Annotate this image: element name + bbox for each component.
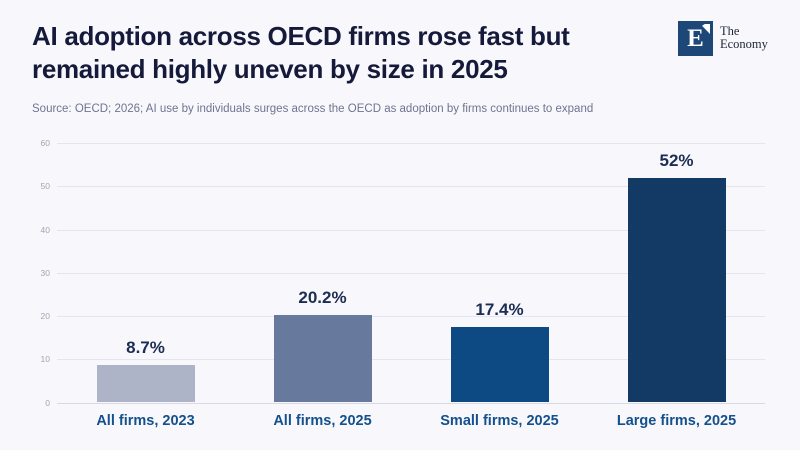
logo-accent-mark-icon bbox=[702, 24, 710, 34]
category-label-0: All firms, 2023 bbox=[96, 412, 195, 429]
gridline-y-0 bbox=[57, 402, 765, 404]
bar-all-firms-2025 bbox=[273, 315, 372, 403]
chart-title: AI adoption across OECD firms rose fast … bbox=[32, 20, 672, 86]
y-axis-tick-40: 40 bbox=[40, 224, 50, 235]
value-label-2: 17.4% bbox=[475, 300, 524, 320]
y-axis-tick-50: 50 bbox=[40, 181, 50, 192]
gridline-y-60 bbox=[57, 143, 765, 144]
value-label-0: 8.7% bbox=[126, 337, 165, 357]
gridline-y-50 bbox=[57, 186, 765, 188]
logo-monogram-square: E bbox=[678, 21, 713, 56]
logo-monogram-letter: E bbox=[687, 25, 704, 52]
logo-wordmark: The Economy bbox=[720, 25, 768, 51]
gridline-y-30 bbox=[57, 272, 765, 274]
value-label-1: 20.2% bbox=[298, 288, 347, 308]
the-economy-logo: E The Economy bbox=[678, 21, 768, 56]
bar-large-firms-2025 bbox=[627, 177, 726, 403]
source-line: Source: OECD; 2026; AI use by individual… bbox=[32, 103, 594, 115]
value-label-3: 52% bbox=[659, 150, 694, 170]
logo-wordmark-line-1: The bbox=[720, 24, 740, 38]
logo-wordmark-line-2: Economy bbox=[720, 37, 768, 51]
bar-all-firms-2023 bbox=[96, 364, 195, 403]
y-axis-tick-20: 20 bbox=[40, 311, 50, 321]
category-label-1: All firms, 2025 bbox=[273, 412, 372, 429]
y-axis-tick-60: 60 bbox=[40, 138, 50, 148]
y-axis-tick-0: 0 bbox=[45, 397, 50, 408]
gridline-y-20 bbox=[57, 316, 765, 317]
chart-title-line-1: AI adoption across OECD firms rose fast … bbox=[32, 21, 570, 51]
gridline-y-40 bbox=[57, 229, 765, 231]
bar-small-firms-2025 bbox=[450, 327, 549, 403]
category-label-3: Large firms, 2025 bbox=[616, 412, 737, 429]
category-label-2: Small firms, 2025 bbox=[440, 412, 559, 429]
chart-title-line-2: remained highly uneven by size in 2025 bbox=[32, 54, 508, 84]
gridline-y-10 bbox=[57, 359, 765, 361]
y-axis-tick-10: 10 bbox=[40, 354, 50, 365]
y-axis-tick-30: 30 bbox=[40, 267, 50, 278]
